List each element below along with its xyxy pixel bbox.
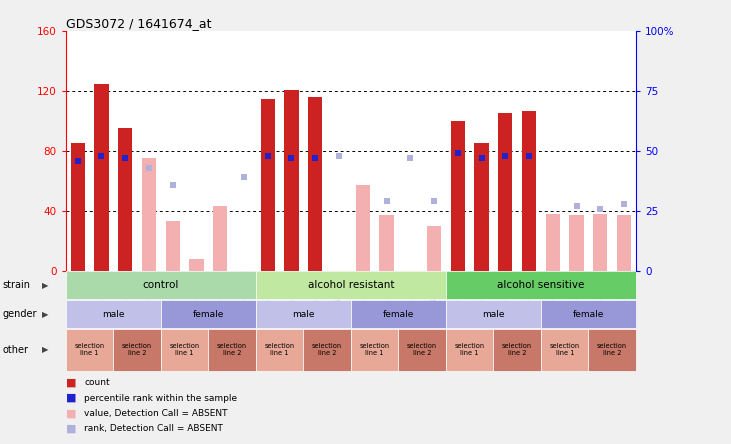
Bar (541, 329, 588, 371)
Text: female: female (573, 309, 604, 319)
Bar (256, 329, 303, 371)
Text: selection
line 1: selection line 1 (550, 343, 580, 356)
Text: ▶: ▶ (42, 281, 49, 290)
Text: male: male (482, 309, 504, 319)
Bar (70, 143, 85, 271)
Text: selection
line 1: selection line 1 (360, 343, 390, 356)
Text: male: male (292, 309, 314, 319)
Text: count: count (84, 378, 110, 387)
Bar (189, 259, 203, 271)
Text: selection
line 1: selection line 1 (455, 343, 485, 356)
Text: alcohol resistant: alcohol resistant (308, 280, 394, 290)
Bar (474, 143, 488, 271)
Text: selection
line 2: selection line 2 (597, 343, 627, 356)
Text: gender: gender (2, 309, 37, 319)
Text: strain: strain (2, 280, 30, 290)
Bar (588, 329, 636, 371)
Bar (541, 300, 636, 328)
Bar (308, 97, 322, 271)
Bar (351, 329, 398, 371)
Text: male: male (102, 309, 124, 319)
Text: ▶: ▶ (42, 345, 49, 354)
Bar (427, 226, 442, 271)
Text: selection
line 2: selection line 2 (407, 343, 437, 356)
Bar (66, 300, 161, 328)
Bar (161, 329, 208, 371)
Bar (446, 329, 493, 371)
Text: ■: ■ (66, 408, 76, 418)
Text: value, Detection Call = ABSENT: value, Detection Call = ABSENT (84, 409, 227, 418)
Bar (617, 215, 631, 271)
Bar (118, 128, 132, 271)
Bar (113, 329, 161, 371)
Text: ■: ■ (66, 424, 76, 434)
Bar (303, 329, 351, 371)
Bar (66, 329, 113, 371)
Text: female: female (383, 309, 414, 319)
Text: GDS3072 / 1641674_at: GDS3072 / 1641674_at (66, 17, 211, 30)
Bar (499, 114, 512, 271)
Text: rank, Detection Call = ABSENT: rank, Detection Call = ABSENT (84, 424, 223, 433)
Bar (569, 215, 583, 271)
Bar (446, 300, 541, 328)
Bar (165, 222, 180, 271)
Bar (594, 214, 607, 271)
Bar (208, 329, 256, 371)
Bar (94, 83, 108, 271)
Text: female: female (193, 309, 224, 319)
Text: selection
line 1: selection line 1 (265, 343, 295, 356)
Text: selection
line 2: selection line 2 (502, 343, 532, 356)
Text: selection
line 2: selection line 2 (122, 343, 152, 356)
Bar (256, 271, 446, 299)
Text: alcohol sensitive: alcohol sensitive (497, 280, 585, 290)
Bar (379, 215, 393, 271)
Text: ■: ■ (66, 378, 76, 388)
Bar (284, 90, 298, 271)
Bar (446, 271, 636, 299)
Text: selection
line 2: selection line 2 (217, 343, 247, 356)
Bar (493, 329, 541, 371)
Bar (213, 206, 227, 271)
Bar (355, 186, 370, 271)
Text: ▶: ▶ (42, 309, 49, 319)
Bar (522, 111, 536, 271)
Text: percentile rank within the sample: percentile rank within the sample (84, 394, 237, 403)
Bar (260, 99, 275, 271)
Text: control: control (143, 280, 179, 290)
Text: ■: ■ (66, 393, 76, 403)
Text: selection
line 1: selection line 1 (75, 343, 105, 356)
Bar (161, 300, 256, 328)
Text: other: other (2, 345, 29, 355)
Bar (256, 300, 351, 328)
Bar (142, 159, 156, 271)
Bar (66, 271, 256, 299)
Text: selection
line 2: selection line 2 (312, 343, 342, 356)
Bar (398, 329, 446, 371)
Text: selection
line 1: selection line 1 (170, 343, 200, 356)
Bar (450, 121, 465, 271)
Bar (351, 300, 446, 328)
Bar (545, 214, 560, 271)
